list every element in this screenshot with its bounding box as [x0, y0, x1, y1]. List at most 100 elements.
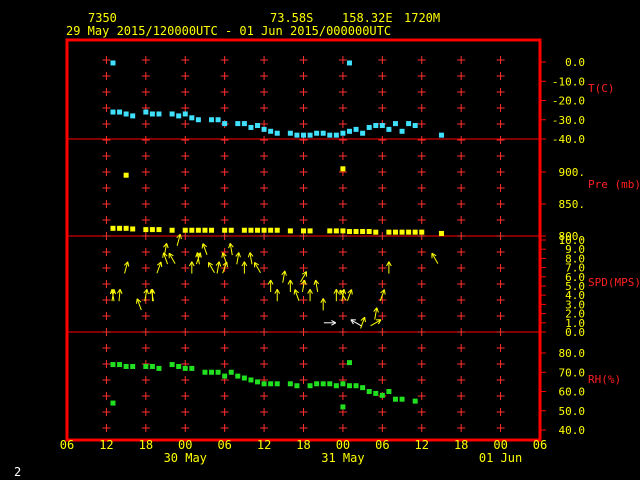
data-point — [261, 381, 267, 387]
wind-arrow-head — [343, 289, 347, 295]
wind-arrow-head — [136, 298, 142, 303]
data-point — [373, 123, 379, 129]
data-point — [117, 225, 123, 231]
data-point — [301, 228, 306, 234]
data-point — [346, 229, 352, 235]
y-tick-label: -20.0 — [552, 95, 585, 108]
x-tick-label: 06 — [375, 438, 389, 452]
wind-arrow — [301, 280, 306, 292]
y-tick-label: 6.0 — [565, 271, 585, 284]
data-point — [366, 229, 372, 235]
y-tick-label: 9.0 — [565, 243, 585, 256]
x-day-label: 01 Jun — [479, 451, 522, 465]
wind-arrow — [136, 298, 142, 311]
data-point — [274, 381, 280, 387]
wind-arrow-head — [135, 298, 138, 304]
data-point — [366, 124, 372, 130]
wind-arrow — [144, 289, 148, 302]
data-point — [346, 360, 352, 366]
data-point — [130, 226, 136, 232]
data-point — [419, 229, 425, 235]
data-point — [386, 389, 392, 394]
data-point — [327, 228, 333, 234]
x-tick-label: 18 — [454, 438, 468, 452]
wind-arrow-head — [373, 307, 378, 312]
wind-arrow-head — [191, 261, 195, 267]
wind-arrow-head — [113, 289, 117, 295]
data-point — [307, 228, 313, 234]
wind-arrow-head — [238, 252, 241, 258]
wind-arrow-head — [109, 289, 113, 295]
wind-arrow-head — [351, 289, 353, 295]
x-tick-label: 06 — [217, 438, 231, 452]
wind-arrow-head — [333, 288, 337, 294]
wind-arrow-head — [199, 252, 202, 258]
wind-arrow-head — [301, 271, 307, 275]
data-point — [307, 383, 313, 389]
wind-arrow-head — [274, 288, 278, 294]
wind-arrow-head — [241, 261, 245, 267]
wind-arrow-head — [163, 242, 167, 248]
data-point — [379, 123, 385, 129]
wind-arrow-head — [156, 261, 162, 266]
x-tick-label: 18 — [296, 438, 310, 452]
data-point — [117, 109, 123, 115]
wind-arrow-head — [347, 289, 352, 294]
data-point — [346, 60, 352, 66]
data-point — [353, 229, 359, 235]
wind-arrow-head — [315, 279, 320, 285]
data-point — [156, 111, 162, 117]
wind-arrow — [222, 261, 228, 274]
wind-arrow-head — [208, 261, 214, 266]
wind-arrow-head — [143, 288, 148, 294]
data-point — [143, 363, 149, 369]
wind-arrow-head — [226, 261, 228, 267]
wind-arrow — [315, 280, 319, 292]
data-point — [189, 365, 195, 371]
data-point — [412, 229, 418, 235]
wind-arrow-head — [322, 298, 327, 304]
y-tick-label: 4.0 — [565, 289, 585, 302]
data-point — [222, 227, 228, 233]
wind-arrow-head — [376, 307, 379, 313]
data-point — [294, 383, 300, 389]
wind-arrow — [229, 243, 233, 256]
data-point — [438, 132, 444, 138]
data-point — [149, 111, 155, 117]
wind-arrow-head — [149, 288, 153, 294]
wind-arrow-head — [222, 252, 227, 257]
longitude: 158.32E — [342, 11, 393, 25]
data-point — [399, 396, 405, 402]
wind-arrow-head — [235, 252, 240, 257]
data-point — [156, 227, 162, 233]
data-point — [241, 375, 247, 381]
x-day-label: 30 May — [164, 451, 207, 465]
data-point — [110, 362, 116, 368]
wind-arrow — [360, 316, 366, 329]
elevation: 1720M — [404, 11, 441, 25]
data-point — [182, 111, 188, 117]
data-point — [130, 113, 136, 119]
data-point — [340, 130, 346, 136]
wind-arrow — [156, 261, 162, 274]
time-range: 29 May 2015/120000UTC - 01 Jun 2015/0000… — [66, 24, 392, 38]
data-point — [182, 227, 188, 233]
wind-arrow — [164, 243, 168, 256]
y-tick-label: 2.0 — [565, 308, 585, 321]
data-point — [438, 230, 444, 236]
data-point — [222, 121, 228, 127]
x-tick-label: 00 — [493, 438, 507, 452]
data-point — [307, 132, 313, 138]
data-point — [156, 365, 162, 371]
data-point — [235, 373, 241, 379]
wind-arrow — [294, 289, 300, 302]
data-point — [399, 128, 405, 134]
data-point — [294, 132, 300, 138]
data-point — [110, 225, 116, 231]
wind-arrow-head — [111, 288, 116, 294]
data-point — [360, 229, 366, 235]
data-point — [360, 385, 366, 391]
data-point — [202, 369, 208, 375]
wind-arrow-head — [270, 279, 274, 285]
wind-arrow-head — [195, 252, 198, 258]
